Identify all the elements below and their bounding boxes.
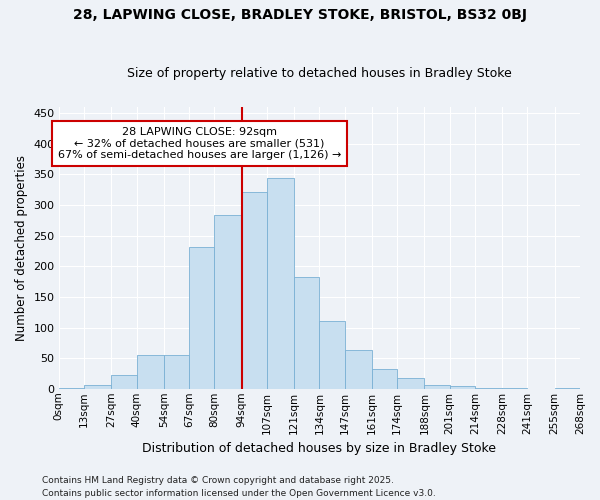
Y-axis label: Number of detached properties: Number of detached properties [15, 155, 28, 341]
Bar [424, 385, 450, 389]
Bar [555, 388, 580, 389]
Bar [164, 355, 189, 389]
X-axis label: Distribution of detached houses by size in Bradley Stoke: Distribution of detached houses by size … [142, 442, 496, 455]
Bar [59, 388, 84, 389]
Bar [112, 376, 137, 389]
Bar [214, 216, 242, 389]
Text: 28, LAPWING CLOSE, BRADLEY STOKE, BRISTOL, BS32 0BJ: 28, LAPWING CLOSE, BRADLEY STOKE, BRISTO… [73, 8, 527, 22]
Bar [84, 385, 112, 389]
Bar [319, 322, 345, 389]
Bar [502, 388, 527, 389]
Bar [372, 369, 397, 389]
Text: 28 LAPWING CLOSE: 92sqm
← 32% of detached houses are smaller (531)
67% of semi-d: 28 LAPWING CLOSE: 92sqm ← 32% of detache… [58, 127, 341, 160]
Bar [475, 388, 502, 389]
Title: Size of property relative to detached houses in Bradley Stoke: Size of property relative to detached ho… [127, 66, 512, 80]
Bar [450, 386, 475, 389]
Text: Contains HM Land Registry data © Crown copyright and database right 2025.
Contai: Contains HM Land Registry data © Crown c… [42, 476, 436, 498]
Bar [345, 350, 372, 389]
Bar [294, 276, 319, 389]
Bar [137, 355, 164, 389]
Bar [267, 178, 294, 389]
Bar [397, 378, 424, 389]
Bar [242, 192, 267, 389]
Bar [189, 246, 214, 389]
